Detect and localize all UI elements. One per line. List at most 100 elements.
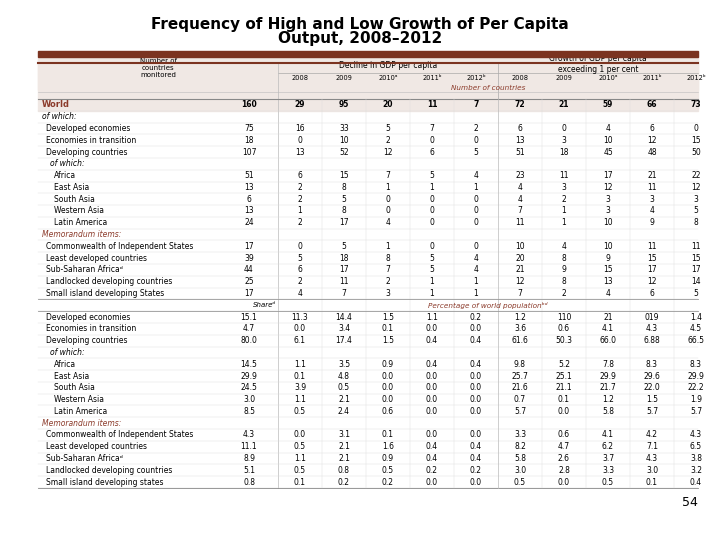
Text: 17: 17: [244, 289, 254, 298]
Text: 4.2: 4.2: [646, 430, 658, 440]
Text: 0: 0: [474, 218, 478, 227]
Text: 1: 1: [562, 218, 567, 227]
Text: 11.3: 11.3: [292, 313, 308, 322]
Text: 4: 4: [606, 124, 611, 133]
Text: 3.7: 3.7: [602, 454, 614, 463]
Text: 4.7: 4.7: [243, 325, 255, 333]
Text: 0: 0: [386, 206, 390, 215]
Text: 52: 52: [339, 147, 348, 157]
Text: 59: 59: [603, 100, 613, 110]
Text: Small island developing states: Small island developing states: [46, 477, 163, 487]
Text: 48: 48: [647, 147, 657, 157]
Text: Latin America: Latin America: [54, 407, 107, 416]
Text: Sub-Saharan Africaᵈ: Sub-Saharan Africaᵈ: [46, 454, 123, 463]
Text: Developing countries: Developing countries: [46, 336, 127, 345]
Text: 0.4: 0.4: [426, 360, 438, 369]
Text: 15: 15: [603, 266, 613, 274]
Text: 7: 7: [473, 100, 479, 110]
Text: 0.9: 0.9: [382, 454, 394, 463]
Text: 6: 6: [246, 195, 251, 204]
Text: 80.0: 80.0: [240, 336, 258, 345]
Text: 0.4: 0.4: [470, 442, 482, 451]
Text: 2010ᵃ: 2010ᵃ: [598, 75, 618, 81]
Text: 0.1: 0.1: [294, 372, 306, 381]
Text: 11: 11: [691, 242, 701, 251]
Text: 8: 8: [341, 183, 346, 192]
Text: 9.8: 9.8: [514, 360, 526, 369]
Text: 1.4: 1.4: [690, 313, 702, 322]
Text: 21.6: 21.6: [512, 383, 528, 392]
Text: 0.0: 0.0: [470, 407, 482, 416]
Text: 6.2: 6.2: [602, 442, 614, 451]
Text: 29.9: 29.9: [240, 372, 258, 381]
Text: Economies in transition: Economies in transition: [46, 136, 136, 145]
Text: South Asia: South Asia: [54, 195, 95, 204]
Text: Africa: Africa: [54, 360, 76, 369]
Text: 0.0: 0.0: [382, 395, 394, 404]
Text: Economies in transition: Economies in transition: [46, 325, 136, 333]
Text: 0.5: 0.5: [602, 477, 614, 487]
Text: 21: 21: [516, 266, 525, 274]
Text: 22: 22: [691, 171, 701, 180]
Text: 7.8: 7.8: [602, 360, 614, 369]
Text: Developing countries: Developing countries: [46, 147, 127, 157]
Text: 22.2: 22.2: [688, 383, 704, 392]
Text: 0.1: 0.1: [294, 477, 306, 487]
Text: 25.7: 25.7: [512, 372, 528, 381]
Text: South Asia: South Asia: [54, 383, 95, 392]
Text: 20: 20: [516, 254, 525, 262]
Text: 66.0: 66.0: [600, 336, 616, 345]
Text: 0: 0: [474, 136, 478, 145]
Text: 11: 11: [339, 277, 348, 286]
Text: 8.9: 8.9: [243, 454, 255, 463]
Text: 3: 3: [649, 195, 654, 204]
Text: 24: 24: [244, 218, 254, 227]
Text: 15: 15: [647, 254, 657, 262]
Text: Landlocked developing countries: Landlocked developing countries: [46, 277, 172, 286]
Text: 3.3: 3.3: [602, 466, 614, 475]
Text: 4.3: 4.3: [690, 430, 702, 440]
Text: 12: 12: [603, 183, 613, 192]
Text: 5: 5: [386, 124, 390, 133]
Text: 110: 110: [557, 313, 571, 322]
Text: 17: 17: [339, 218, 348, 227]
Text: 11: 11: [559, 171, 569, 180]
Bar: [38, 99, 698, 111]
Text: 4: 4: [474, 254, 478, 262]
Text: 66.5: 66.5: [688, 336, 704, 345]
Text: 5: 5: [430, 254, 434, 262]
Text: 2012ᵇ: 2012ᵇ: [686, 75, 706, 81]
Text: 2012ᵇ: 2012ᵇ: [466, 75, 486, 81]
Text: 0.1: 0.1: [558, 395, 570, 404]
Text: Commonwealth of Independent States: Commonwealth of Independent States: [46, 242, 194, 251]
Text: 50: 50: [691, 147, 701, 157]
Text: 6: 6: [649, 289, 654, 298]
Text: 6: 6: [297, 266, 302, 274]
Text: 0.4: 0.4: [470, 360, 482, 369]
Text: 0.0: 0.0: [382, 383, 394, 392]
Text: 0.2: 0.2: [470, 466, 482, 475]
Text: 9: 9: [649, 218, 654, 227]
Text: 11: 11: [516, 218, 525, 227]
Text: 10: 10: [603, 242, 613, 251]
Text: Landlocked developing countries: Landlocked developing countries: [46, 466, 172, 475]
Text: 0: 0: [430, 206, 434, 215]
Text: 2: 2: [297, 195, 302, 204]
Text: 13: 13: [516, 136, 525, 145]
Text: 6: 6: [430, 147, 434, 157]
Text: 15: 15: [691, 254, 701, 262]
Text: 5: 5: [474, 147, 478, 157]
Text: 4: 4: [518, 183, 523, 192]
Text: 5: 5: [341, 242, 346, 251]
Text: 1: 1: [386, 242, 390, 251]
Text: 16: 16: [295, 124, 305, 133]
Text: 0.0: 0.0: [470, 430, 482, 440]
Text: 9: 9: [606, 254, 611, 262]
Text: 0.0: 0.0: [470, 383, 482, 392]
Text: 4.1: 4.1: [602, 325, 614, 333]
Text: 0: 0: [562, 124, 567, 133]
Text: 8.3: 8.3: [646, 360, 658, 369]
Text: 10: 10: [339, 136, 348, 145]
Text: 3.4: 3.4: [338, 325, 350, 333]
Text: 13: 13: [603, 277, 613, 286]
